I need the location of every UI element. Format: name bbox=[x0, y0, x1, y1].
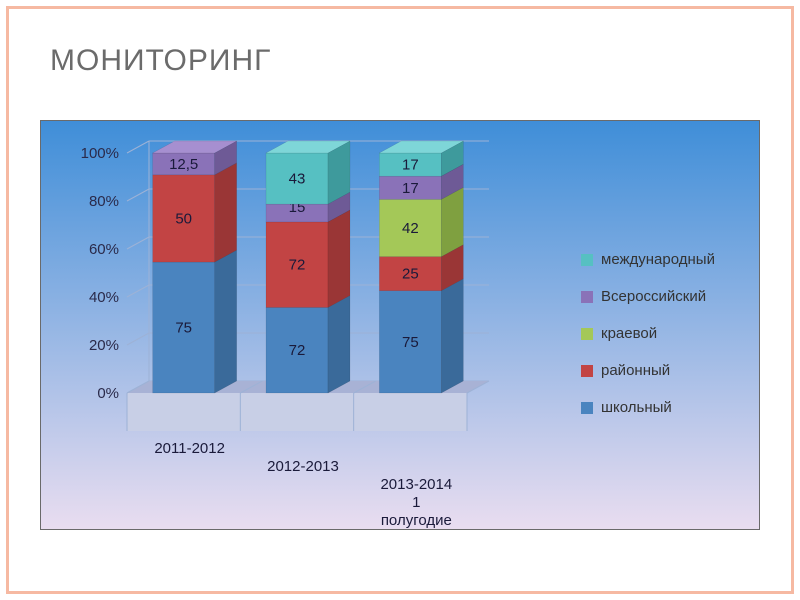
page-title: МОНИТОРИНГ bbox=[50, 44, 271, 78]
legend-label: международный bbox=[601, 251, 715, 268]
svg-text:75: 75 bbox=[175, 320, 192, 337]
svg-text:50: 50 bbox=[175, 210, 192, 227]
svg-text:40%: 40% bbox=[89, 289, 119, 306]
svg-text:17: 17 bbox=[402, 180, 419, 197]
svg-text:25: 25 bbox=[402, 266, 419, 283]
svg-text:72: 72 bbox=[289, 257, 306, 274]
legend-item: краевой bbox=[581, 325, 715, 342]
legend-item: Всероссийский bbox=[581, 288, 715, 305]
svg-text:полугодие: полугодие bbox=[381, 512, 452, 529]
svg-text:75: 75 bbox=[402, 334, 419, 351]
svg-text:72: 72 bbox=[289, 342, 306, 359]
legend-item: школьный bbox=[581, 399, 715, 416]
svg-text:2011-2012: 2011-2012 bbox=[154, 440, 225, 457]
svg-text:2013-2014: 2013-2014 bbox=[380, 476, 452, 493]
legend-swatch bbox=[581, 402, 593, 414]
svg-text:12,5: 12,5 bbox=[169, 156, 198, 173]
svg-text:0%: 0% bbox=[97, 385, 119, 402]
svg-text:100%: 100% bbox=[81, 145, 119, 162]
svg-text:60%: 60% bbox=[89, 241, 119, 258]
svg-text:20%: 20% bbox=[89, 337, 119, 354]
chart-container: 0% 20% 40% 60% 80% 100% 75 50 12,5 2011-2012 72 72 1… bbox=[40, 120, 760, 530]
legend-label: краевой bbox=[601, 325, 657, 342]
legend-label: Всероссийский bbox=[601, 288, 706, 305]
svg-text:42: 42 bbox=[402, 220, 419, 237]
legend-swatch bbox=[581, 328, 593, 340]
slide: МОНИТОРИНГ 0% 20% 40% 60% 80% 100% 75 50 12,5 201… bbox=[0, 0, 800, 600]
svg-text:2012-2013: 2012-2013 bbox=[267, 458, 339, 475]
legend-item: районный bbox=[581, 362, 715, 379]
legend-swatch bbox=[581, 365, 593, 377]
legend: международный Всероссийский краевой районны… bbox=[581, 251, 715, 436]
svg-text:1: 1 bbox=[412, 494, 420, 511]
svg-text:80%: 80% bbox=[89, 193, 119, 210]
svg-text:17: 17 bbox=[402, 157, 419, 174]
legend-item: международный bbox=[581, 251, 715, 268]
legend-label: школьный bbox=[601, 399, 672, 416]
legend-swatch bbox=[581, 254, 593, 266]
svg-text:43: 43 bbox=[289, 171, 306, 188]
legend-swatch bbox=[581, 291, 593, 303]
legend-label: районный bbox=[601, 362, 670, 379]
